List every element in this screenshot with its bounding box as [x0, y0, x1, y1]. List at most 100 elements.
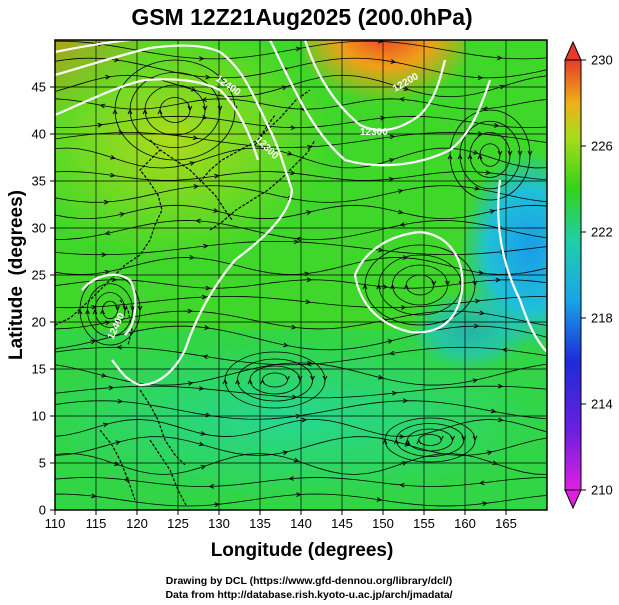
streamline [55, 204, 547, 220]
stream-arrow [405, 438, 410, 445]
stream-arrow [187, 381, 194, 386]
stream-arrow [192, 135, 199, 141]
stream-arrow [507, 150, 513, 157]
stream-arrow [416, 438, 422, 445]
stream-arrow [105, 320, 111, 326]
stream-arrow [157, 108, 163, 115]
stream-arrow [380, 115, 386, 121]
stream-arrow [195, 218, 201, 224]
stream-arrow [119, 212, 126, 217]
streamline [55, 57, 547, 79]
stream-arrow [117, 398, 124, 404]
stream-arrow [198, 441, 205, 447]
stream-arrow [467, 153, 473, 160]
stream-arrow [305, 299, 312, 305]
stream-arrow [214, 502, 220, 508]
stream-arrow [217, 105, 223, 112]
colorbar-tick-label: 222 [591, 225, 613, 240]
stream-arrow [281, 85, 288, 91]
stream-arrow [290, 125, 297, 131]
x-tick-label: 110 [45, 516, 66, 531]
geopotential-contours [55, 40, 547, 387]
stream-arrow [112, 108, 118, 115]
streamline [55, 74, 547, 98]
stream-arrow [113, 461, 120, 466]
stream-arrow [485, 170, 492, 175]
stream-arrow [401, 461, 408, 466]
x-tick-label: 140 [290, 516, 312, 531]
stream-arrow [137, 305, 143, 312]
stream-arrow [479, 310, 486, 316]
stream-arrow [478, 480, 485, 486]
stream-arrow [235, 378, 240, 385]
stream-arrow [310, 375, 315, 382]
stream-arrow [431, 280, 437, 287]
stream-arrow [288, 476, 295, 481]
stream-arrow [445, 280, 450, 287]
colorbar-tick-label: 214 [591, 397, 613, 412]
stream-arrow [295, 46, 302, 52]
stream-arrow [482, 501, 488, 507]
stream-arrow [296, 492, 302, 498]
stream-arrow [477, 153, 483, 160]
stream-arrow [204, 325, 210, 330]
stream-arrow [478, 270, 485, 276]
stream-arrow [295, 236, 302, 242]
streamlines [55, 40, 547, 508]
stream-arrow [208, 483, 215, 489]
stream-arrow [285, 375, 290, 382]
stream-arrow [399, 482, 405, 488]
stream-arrow [390, 283, 395, 290]
stream-arrow [200, 431, 207, 436]
stream-arrow [493, 123, 500, 128]
stream-arrow [90, 339, 97, 345]
stream-arrow [105, 74, 111, 80]
stream-arrow [382, 284, 389, 290]
stream-arrow [497, 383, 504, 389]
stream-arrow [198, 385, 205, 391]
stream-arrow [109, 172, 116, 178]
x-tick-label: 115 [86, 516, 107, 531]
stream-arrow [111, 277, 118, 283]
stream-arrow [85, 308, 90, 315]
stream-arrow [202, 105, 208, 112]
y-tick-label: 45 [32, 80, 46, 95]
stream-arrow [306, 210, 312, 215]
stream-arrow [457, 153, 463, 160]
stream-arrow [205, 74, 211, 80]
stream-arrow [487, 450, 493, 456]
stream-arrow [399, 96, 405, 102]
stream-arrow [400, 305, 407, 310]
streamline [55, 400, 547, 420]
stream-arrow [387, 339, 394, 344]
stream-arrow [222, 378, 228, 385]
stream-arrow [293, 457, 300, 463]
x-axis: 110 115 120 125 130 135 140 145 150 155 160 165 [45, 510, 517, 531]
stream-arrow [490, 408, 497, 414]
contour-label: 12300 [360, 127, 388, 138]
stream-arrow [91, 304, 97, 310]
stream-arrow [527, 150, 533, 157]
x-tick-label: 125 [167, 516, 189, 531]
stream-arrow [260, 378, 265, 385]
y-tick-label: 10 [32, 409, 46, 424]
chart-title: GSM 12Z21Aug2025 (200.0hPa) [131, 4, 472, 30]
stream-arrow [187, 105, 193, 112]
stream-arrow [495, 277, 502, 283]
stream-arrow [115, 440, 121, 445]
streamline [55, 385, 547, 399]
stream-arrow [517, 150, 523, 157]
x-axis-title: Longitude (degrees) [211, 540, 394, 561]
stream-arrow [205, 285, 211, 291]
streamline [55, 436, 547, 456]
stream-arrow [378, 247, 384, 253]
stream-arrow [403, 283, 409, 290]
streamline [55, 493, 547, 507]
stream-arrow [397, 209, 404, 215]
colorbar-bar [564, 59, 582, 491]
x-tick-label: 150 [372, 516, 394, 531]
y-tick-label: 0 [39, 503, 46, 518]
x-tick-label: 165 [495, 516, 517, 531]
y-tick-label: 35 [32, 174, 46, 189]
stream-arrow [104, 230, 111, 236]
